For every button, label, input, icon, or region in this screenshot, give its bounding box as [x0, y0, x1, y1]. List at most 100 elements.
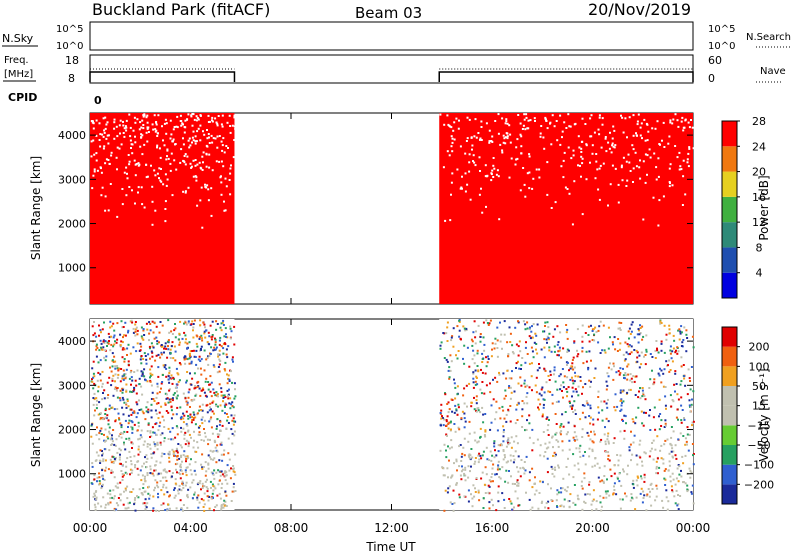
velocity-cell: [93, 321, 95, 323]
velocity-cell: [110, 335, 112, 338]
power-gap-cell: [234, 127, 237, 130]
velocity-cell: [641, 389, 644, 392]
power-gap-cell: [639, 177, 642, 180]
velocity-cell: [123, 490, 125, 493]
velocity-cell: [122, 369, 125, 372]
velocity-cell: [631, 321, 634, 324]
velocity-cell: [480, 457, 483, 460]
velocity-cell: [204, 326, 206, 329]
velocity-cell: [487, 491, 490, 494]
velocity-cell: [134, 321, 137, 323]
velocity-cell: [146, 443, 149, 445]
velocity-cell: [141, 474, 144, 477]
velocity-cell: [607, 454, 610, 457]
velocity-cell: [91, 423, 93, 426]
velocity-cell: [628, 344, 631, 346]
velocity-cell: [475, 402, 478, 405]
velocity-cell: [547, 446, 550, 449]
power-gap-cell: [199, 124, 202, 127]
velocity-cell: [128, 377, 131, 380]
velocity-cell: [151, 320, 154, 323]
velocity-cell: [157, 402, 160, 405]
velocity-cell: [155, 509, 158, 512]
velocity-cell: [640, 351, 643, 354]
power-gap-cell: [508, 176, 511, 179]
velocity-cell: [201, 387, 204, 390]
velocity-cell: [620, 322, 623, 324]
velocity-cell: [159, 480, 162, 482]
velocity-cell: [450, 420, 452, 423]
velocity-cell: [110, 343, 113, 346]
velocity-cell: [581, 404, 584, 407]
velocity-cell: [581, 428, 584, 431]
velocity-cell: [130, 319, 133, 322]
velocity-cell: [581, 508, 584, 511]
velocity-cell: [143, 375, 146, 378]
velocity-cell: [561, 449, 564, 452]
velocity-cell: [556, 388, 559, 391]
velocity-cell: [643, 411, 645, 414]
velocity-cell: [458, 496, 461, 499]
velocity-cell: [101, 328, 104, 331]
velocity-cell: [619, 391, 622, 394]
velocity-cell: [155, 412, 158, 415]
power-gap-cell: [165, 184, 168, 187]
velocity-cell: [221, 321, 224, 324]
power-gap-cell: [598, 114, 601, 117]
power-gap-cell: [223, 151, 226, 154]
velocity-cell: [191, 419, 193, 421]
velocity-cell: [216, 494, 219, 497]
velocity-cell: [231, 419, 234, 422]
velocity-cell: [626, 365, 629, 368]
velocity-cell: [531, 350, 534, 353]
velocity-cell: [537, 406, 539, 409]
power-gap-cell: [668, 135, 671, 138]
power-gap-cell: [166, 148, 169, 151]
velocity-cell: [648, 387, 651, 389]
velocity-cell: [119, 380, 122, 383]
velocity-cell: [641, 464, 644, 467]
velocity-cell: [149, 468, 152, 471]
velocity-cell: [127, 331, 129, 334]
velocity-cell: [137, 496, 140, 499]
velocity-cell: [649, 353, 652, 355]
velocity-cell: [554, 433, 557, 436]
velocity-cell: [685, 443, 688, 446]
velocity-cell: [658, 374, 661, 377]
power-gap-cell: [674, 145, 677, 147]
nsky-label: N.Sky: [2, 32, 34, 45]
velocity-cell: [665, 333, 668, 336]
velocity-cell: [463, 417, 466, 420]
velocity-cell: [638, 333, 641, 336]
velocity-cell: [639, 387, 641, 389]
velocity-cell: [130, 420, 133, 423]
velocity-cell: [212, 364, 215, 367]
velocity-cell: [442, 332, 445, 334]
velocity-cell: [136, 412, 139, 415]
x-tick-label: 00:00: [676, 521, 711, 535]
velocity-cell: [167, 378, 170, 381]
velocity-cell: [547, 507, 550, 510]
velocity-cell: [166, 356, 169, 359]
velocity-cell: [460, 470, 463, 473]
velocity-cell: [93, 398, 96, 401]
velocity-cell: [149, 329, 152, 332]
power-gap-cell: [480, 187, 482, 190]
power-gap-cell: [614, 144, 617, 147]
velocity-cell: [645, 411, 647, 414]
velocity-cell: [451, 474, 454, 477]
power-gap-cell: [538, 176, 541, 179]
velocity-cell: [112, 345, 115, 348]
velocity-cell: [531, 325, 533, 328]
velocity-cell: [99, 379, 102, 382]
velocity-cell: [185, 466, 188, 469]
velocity-cell: [444, 393, 447, 396]
velocity-cell: [97, 454, 100, 457]
velocity-cell: [679, 495, 682, 497]
power-gap-cell: [614, 167, 617, 170]
velocity-cell: [174, 478, 177, 481]
velocity-cell: [454, 386, 457, 389]
power-gap-cell: [625, 185, 628, 187]
velocity-cell: [184, 484, 187, 487]
velocity-cell: [547, 500, 550, 503]
